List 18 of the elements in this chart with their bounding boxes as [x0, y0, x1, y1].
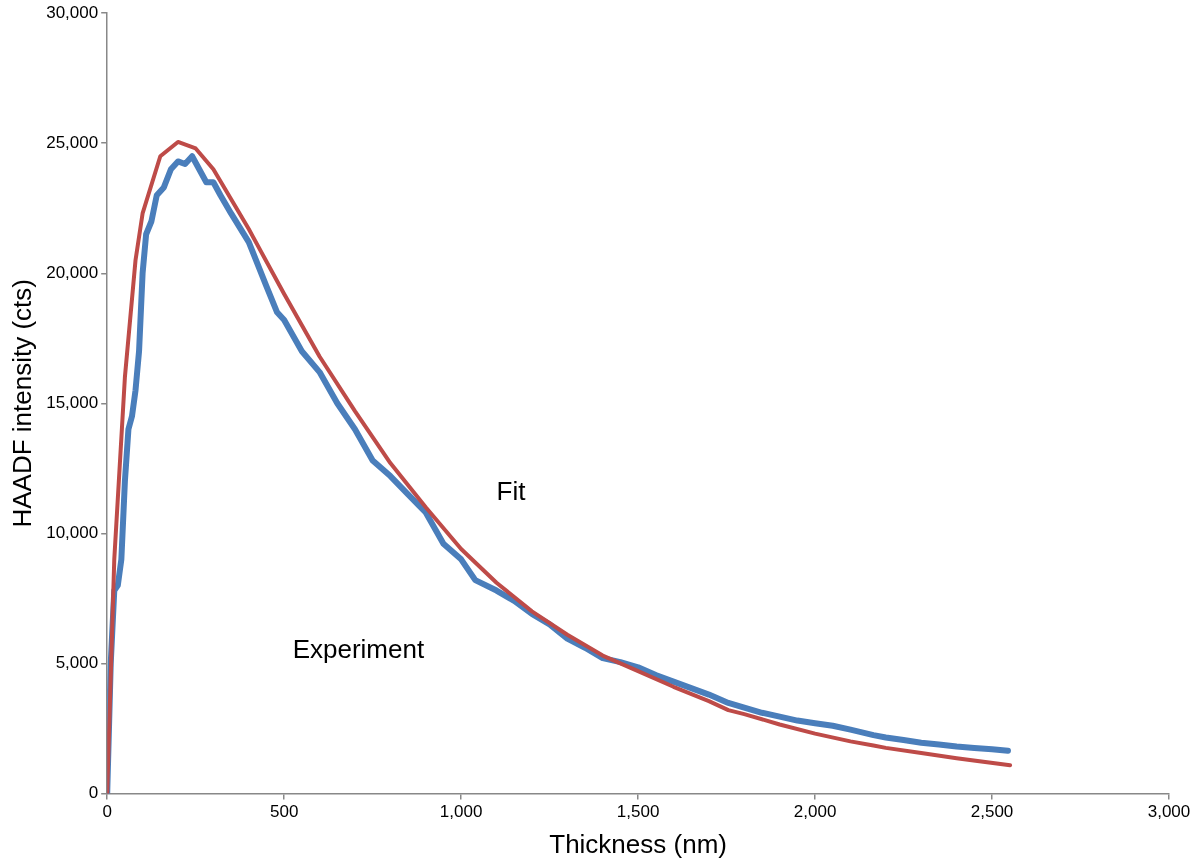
- x-axis-title: Thickness (nm): [549, 828, 727, 859]
- text: Experiment: [292, 633, 425, 664]
- y-tick-label: 30,000: [46, 2, 99, 22]
- x-tick-label: 2,500: [970, 802, 1014, 822]
- y-tick-label: 5,000: [55, 653, 99, 673]
- y-tick-label: 25,000: [46, 132, 99, 152]
- x-tick-label: 500: [269, 802, 299, 822]
- x-tick-label: 2,000: [793, 802, 837, 822]
- x-tick-label: 3,000: [1147, 802, 1191, 822]
- y-tick-label: 0: [88, 783, 99, 803]
- y-tick-label: 20,000: [46, 262, 99, 282]
- x-tick-label: 0: [102, 802, 112, 822]
- y-tick-label: 15,000: [46, 392, 99, 412]
- x-tick-label: 1,500: [616, 802, 660, 822]
- text: Fit: [496, 475, 527, 506]
- x-tick-label: 1,000: [439, 802, 483, 822]
- y-axis-title: HAADF intensity (cts): [6, 279, 37, 528]
- y-tick-label: 10,000: [46, 523, 99, 543]
